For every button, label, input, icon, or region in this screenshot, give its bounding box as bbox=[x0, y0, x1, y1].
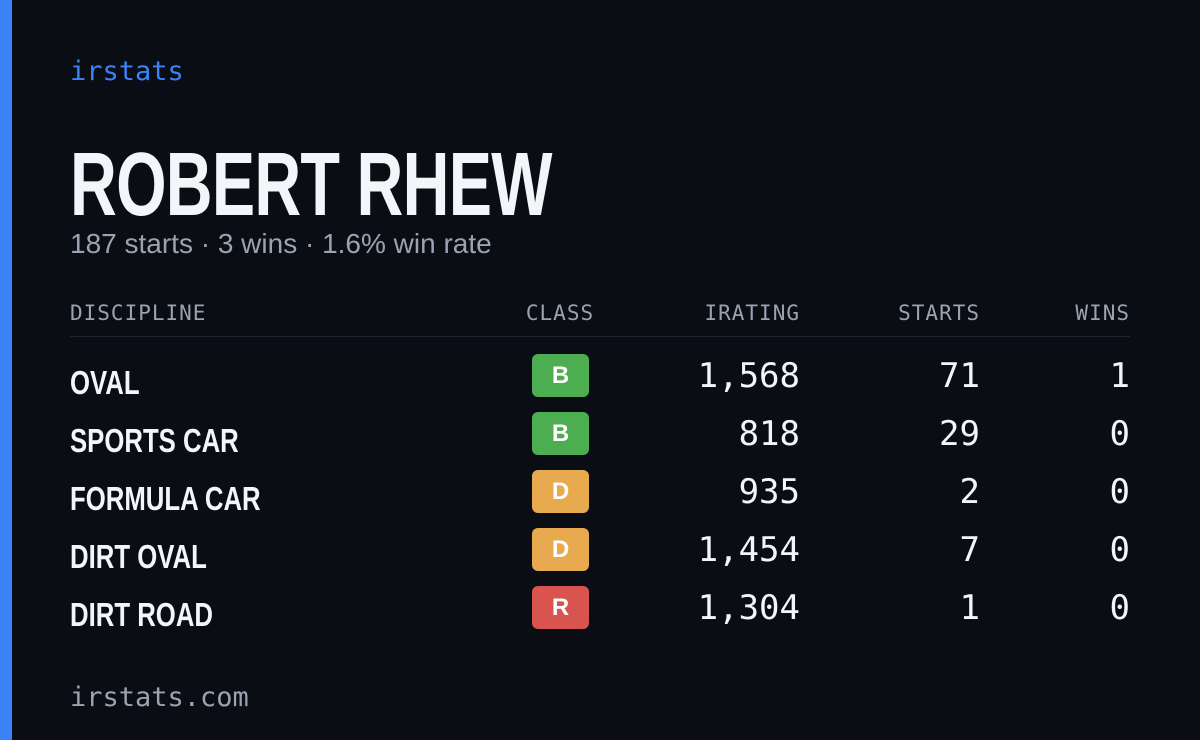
footer-url: irstats.com bbox=[70, 682, 249, 713]
discipline: FORMULA CAR bbox=[70, 480, 261, 517]
starts: 7 bbox=[959, 530, 980, 570]
column-header: CLASS bbox=[525, 301, 595, 325]
header-rule bbox=[70, 336, 1130, 337]
discipline: OVAL bbox=[70, 364, 140, 401]
column-header: STARTS bbox=[898, 301, 980, 325]
wins: 0 bbox=[1109, 414, 1130, 454]
starts: 1 bbox=[959, 588, 980, 628]
irating: 818 bbox=[738, 414, 800, 454]
wins: 0 bbox=[1109, 472, 1130, 512]
starts: 2 bbox=[959, 472, 980, 512]
column-header: WINS bbox=[1075, 301, 1130, 325]
wins: 1 bbox=[1109, 356, 1130, 396]
column-header: IRATING bbox=[704, 301, 800, 325]
driver-summary: 187 starts · 3 wins · 1.6% win rate bbox=[70, 228, 492, 259]
wins: 0 bbox=[1109, 530, 1130, 570]
column-header: DISCIPLINE bbox=[70, 301, 207, 325]
class-badge: B bbox=[532, 354, 589, 397]
starts: 71 bbox=[939, 356, 980, 396]
brand: irstats bbox=[70, 56, 184, 87]
class-badge: D bbox=[532, 470, 589, 513]
discipline: DIRT ROAD bbox=[70, 596, 213, 633]
accent-stripe bbox=[0, 0, 12, 740]
irating: 1,304 bbox=[697, 588, 800, 628]
discipline: DIRT OVAL bbox=[70, 538, 207, 575]
irating: 1,454 bbox=[697, 530, 800, 570]
driver-name: ROBERT RHEW bbox=[70, 135, 552, 235]
class-badge: R bbox=[532, 586, 589, 629]
wins: 0 bbox=[1109, 588, 1130, 628]
class-badge: B bbox=[532, 412, 589, 455]
discipline: SPORTS CAR bbox=[70, 422, 239, 459]
class-badge: D bbox=[532, 528, 589, 571]
irating: 935 bbox=[738, 472, 800, 512]
irating: 1,568 bbox=[697, 356, 800, 396]
starts: 29 bbox=[939, 414, 980, 454]
